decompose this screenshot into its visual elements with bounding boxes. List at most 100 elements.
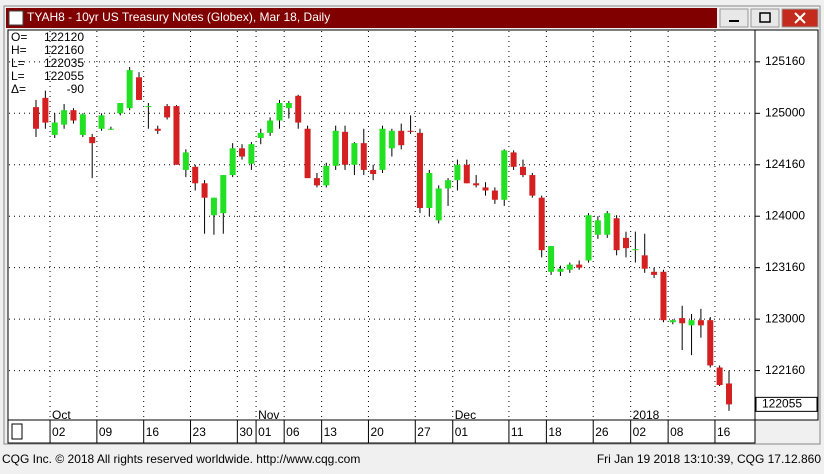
close-icon xyxy=(794,12,806,24)
app-icon xyxy=(8,10,24,26)
candle-body xyxy=(407,130,414,132)
candle-body xyxy=(716,367,723,386)
candle-body xyxy=(398,130,405,146)
candle-body xyxy=(239,148,246,157)
candle-body xyxy=(145,106,152,108)
candle-body xyxy=(557,268,564,272)
month-label: 2018 xyxy=(633,408,660,422)
readout-value: 122055 xyxy=(44,69,84,83)
candle-body xyxy=(604,213,611,235)
x-tick-label: 11 xyxy=(511,425,524,439)
x-tick-label: 18 xyxy=(548,425,562,439)
candle-body xyxy=(342,131,349,165)
candle-body xyxy=(323,165,330,186)
candle-body xyxy=(491,190,498,200)
x-tick-label: 06 xyxy=(286,425,300,439)
y-tick-label: 124000 xyxy=(765,208,805,222)
candle-body xyxy=(229,148,236,176)
candle-body xyxy=(332,130,339,166)
candle-body xyxy=(285,103,292,109)
y-tick-label: 125160 xyxy=(765,54,805,68)
candle-body xyxy=(276,103,283,121)
readout-label: L= xyxy=(11,56,25,70)
x-tick-label: 16 xyxy=(717,425,731,439)
candle-body xyxy=(501,150,508,200)
candle-body xyxy=(548,246,555,272)
plot-area xyxy=(7,29,756,421)
candle-body xyxy=(79,114,86,135)
candle-body xyxy=(136,77,143,100)
candle-body xyxy=(370,169,377,175)
candle-body xyxy=(594,220,601,235)
x-tick-label: 08 xyxy=(670,425,684,439)
candle-body xyxy=(98,115,105,129)
candle-body xyxy=(463,164,470,184)
y-tick-label: 125000 xyxy=(765,105,805,119)
candle-body xyxy=(379,128,386,170)
candle-body xyxy=(182,152,189,170)
candle-body xyxy=(726,383,732,405)
y-tick-label: 124160 xyxy=(765,157,805,171)
candle-body xyxy=(210,197,217,216)
x-axis-panel xyxy=(7,419,756,444)
candle-body xyxy=(192,166,199,184)
y-tick-label: 123160 xyxy=(765,260,805,274)
candle-body xyxy=(669,320,676,323)
candle-body xyxy=(613,218,620,251)
candle-body xyxy=(538,197,545,251)
minimize-button[interactable] xyxy=(719,8,749,28)
restore-icon xyxy=(759,12,771,23)
candle-body xyxy=(529,175,536,196)
candle-body xyxy=(566,264,573,270)
readout-label: Δ= xyxy=(11,82,26,96)
candle-body xyxy=(679,318,686,324)
readout-label: L= xyxy=(11,69,25,83)
candle-body xyxy=(117,103,124,114)
readout-value: 122035 xyxy=(44,56,84,70)
last-price-label: 122055 xyxy=(762,397,802,411)
candle-body xyxy=(201,183,208,198)
candle-body xyxy=(33,107,39,129)
restore-button[interactable] xyxy=(750,8,780,28)
candle-body xyxy=(267,120,274,133)
x-tick-label: 02 xyxy=(52,425,66,439)
month-label: Oct xyxy=(52,408,71,422)
candle-body xyxy=(220,175,227,214)
footer-right: Fri Jan 19 2018 13:10:39, CQG 17.12.860 xyxy=(597,452,821,466)
candle-body xyxy=(454,164,461,181)
candle-body xyxy=(107,128,114,130)
candle-body xyxy=(707,320,714,366)
candle-body xyxy=(660,271,667,321)
candle-body xyxy=(295,95,302,123)
last-price-box xyxy=(755,396,818,412)
candle-body xyxy=(351,143,358,165)
candle-body xyxy=(360,143,367,170)
candle-body xyxy=(173,106,180,165)
candle-body xyxy=(416,132,423,208)
x-tick-label: 27 xyxy=(417,425,431,439)
candle-body xyxy=(697,320,704,326)
x-tick-label: 30 xyxy=(239,425,253,439)
candle-body xyxy=(622,237,629,249)
month-label: Dec xyxy=(455,408,476,422)
status-bar xyxy=(0,448,824,469)
candle-body xyxy=(70,110,77,121)
candle-body xyxy=(473,183,480,186)
x-tick-label: 01 xyxy=(455,425,469,439)
candle-body xyxy=(61,110,68,125)
x-tick-label: 01 xyxy=(258,425,272,439)
x-tick-label: 20 xyxy=(370,425,384,439)
title-bar xyxy=(6,8,717,28)
candle-body xyxy=(42,97,49,123)
footer-left: CQG Inc. © 2018 All rights reserved worl… xyxy=(2,452,360,466)
candle-body xyxy=(585,215,592,261)
readout-value: 122120 xyxy=(44,30,84,44)
scroll-box[interactable] xyxy=(11,423,23,440)
candle-body xyxy=(257,132,264,139)
candle-body xyxy=(519,166,526,176)
candle-body xyxy=(510,152,517,167)
y-tick-label: 122160 xyxy=(765,363,805,377)
candle-body xyxy=(126,70,133,109)
candle-body xyxy=(388,130,395,149)
